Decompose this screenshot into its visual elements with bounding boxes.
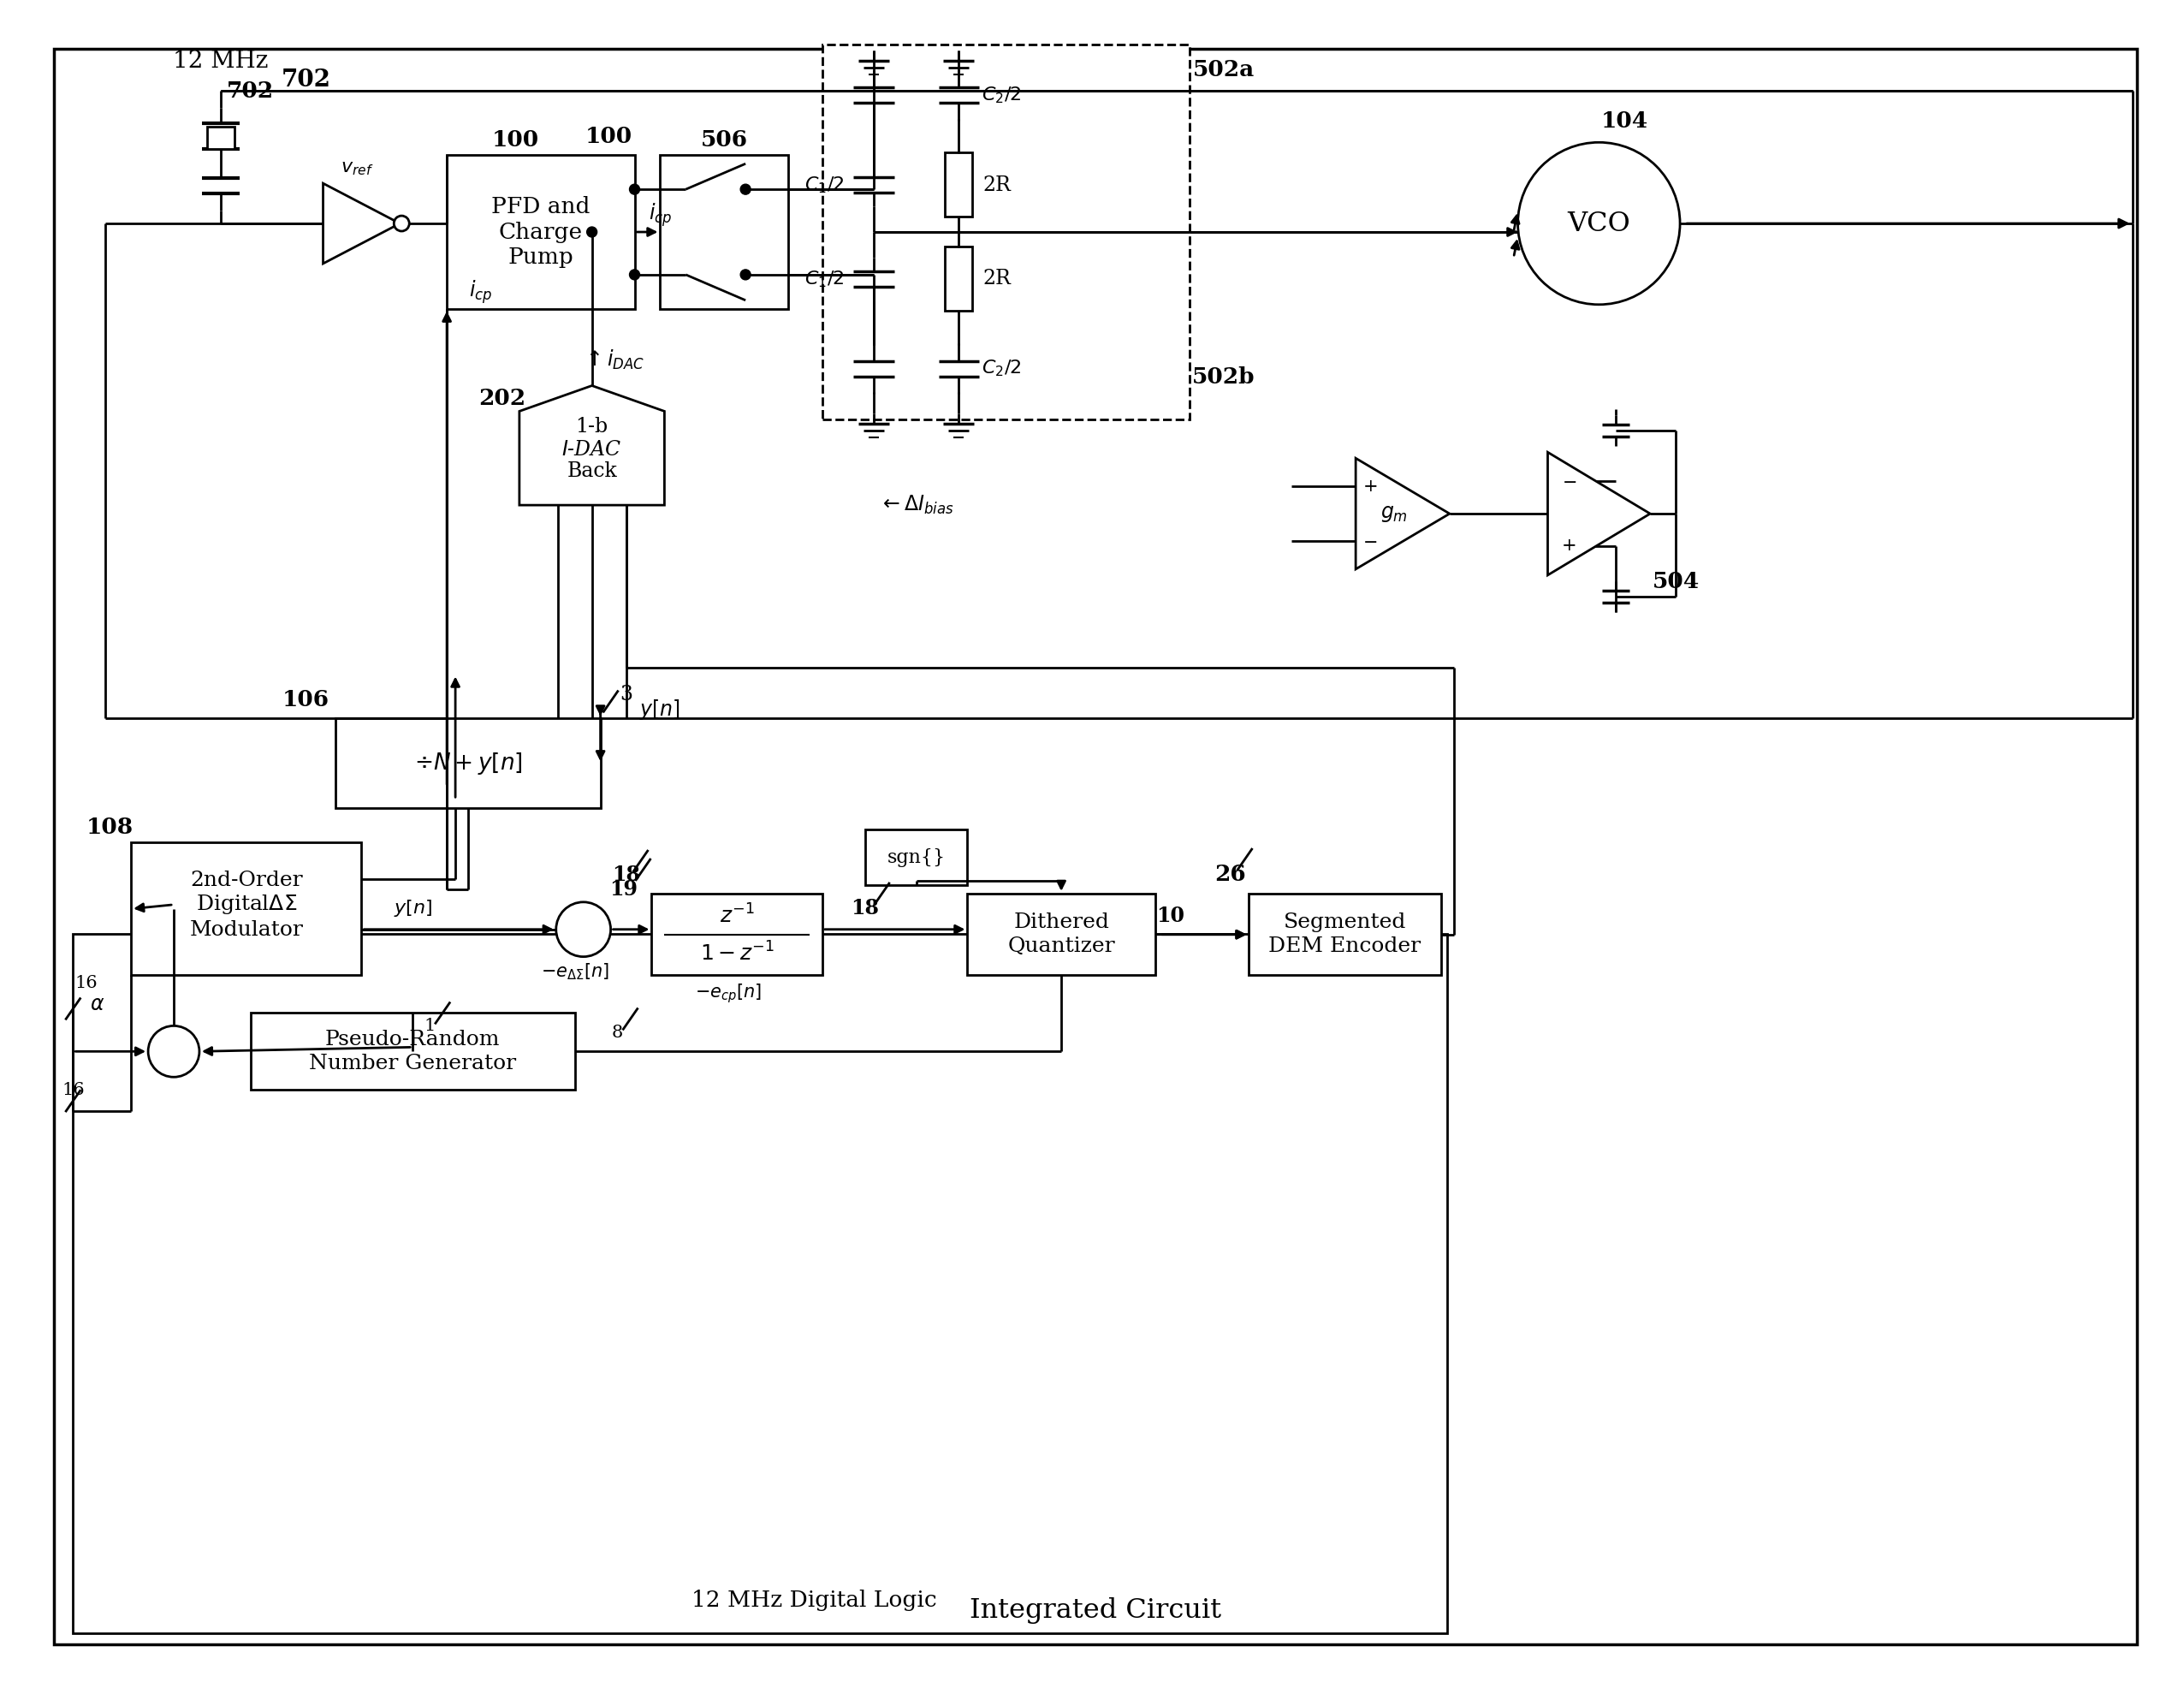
Text: Charge: Charge xyxy=(498,222,583,242)
Text: 506: 506 xyxy=(701,129,747,151)
Bar xyxy=(207,127,234,149)
Bar xyxy=(131,842,363,974)
Text: Dithered: Dithered xyxy=(1013,913,1109,932)
Text: Number Generator: Number Generator xyxy=(310,1054,515,1074)
Bar xyxy=(72,933,1448,1633)
Text: 504: 504 xyxy=(1651,571,1699,593)
Text: $\div N + y[n]$: $\div N + y[n]$ xyxy=(415,750,522,776)
Text: $z^{-1}$: $z^{-1}$ xyxy=(721,905,753,927)
Text: Integrated Circuit: Integrated Circuit xyxy=(970,1597,1221,1625)
Text: 10: 10 xyxy=(1155,905,1184,927)
Text: 2nd-Order: 2nd-Order xyxy=(190,871,304,891)
Text: $I$-DAC: $I$-DAC xyxy=(561,440,622,459)
Text: Digital$\Delta\Sigma$: Digital$\Delta\Sigma$ xyxy=(197,893,297,916)
Text: Quantizer: Quantizer xyxy=(1007,937,1116,957)
Circle shape xyxy=(629,185,640,195)
Text: 16: 16 xyxy=(74,976,98,991)
Text: Back: Back xyxy=(568,461,618,481)
Bar xyxy=(946,247,972,310)
Text: 104: 104 xyxy=(1601,110,1649,132)
Text: 3: 3 xyxy=(620,684,633,705)
Text: $C_1/2$: $C_1/2$ xyxy=(804,269,843,290)
Text: 702: 702 xyxy=(227,80,275,102)
Text: sgn{}: sgn{} xyxy=(887,849,946,867)
Bar xyxy=(946,152,972,217)
Text: 19: 19 xyxy=(609,879,638,900)
Circle shape xyxy=(1518,142,1679,305)
Circle shape xyxy=(740,269,751,280)
Text: $-$: $-$ xyxy=(1363,534,1378,549)
Text: 12 MHz Digital Logic: 12 MHz Digital Logic xyxy=(690,1589,937,1611)
Text: 18: 18 xyxy=(612,864,640,884)
Polygon shape xyxy=(520,386,664,505)
Text: 1-b: 1-b xyxy=(577,417,607,437)
Circle shape xyxy=(629,269,640,280)
Text: $C_2/2$: $C_2/2$ xyxy=(981,85,1022,105)
Polygon shape xyxy=(1548,452,1651,576)
Circle shape xyxy=(587,227,596,237)
Text: 8: 8 xyxy=(612,1025,622,1040)
Text: $g_m$: $g_m$ xyxy=(1380,503,1409,523)
Bar xyxy=(660,156,788,308)
Text: $C_1/2$: $C_1/2$ xyxy=(804,174,843,195)
Text: Segmented: Segmented xyxy=(1284,913,1406,932)
Text: 1: 1 xyxy=(424,1018,435,1033)
Circle shape xyxy=(740,185,751,195)
Text: 12 MHz: 12 MHz xyxy=(173,49,269,73)
Text: $v_{ref}$: $v_{ref}$ xyxy=(341,159,373,178)
Bar xyxy=(336,718,601,808)
Text: $-e_{\Delta\Sigma}[n]$: $-e_{\Delta\Sigma}[n]$ xyxy=(542,962,609,983)
Text: $\alpha$: $\alpha$ xyxy=(90,994,105,1015)
Bar xyxy=(448,156,636,308)
Bar xyxy=(1249,893,1441,974)
Text: VCO: VCO xyxy=(1568,210,1631,237)
Text: 106: 106 xyxy=(282,689,330,710)
Text: $i_{cp}$: $i_{cp}$ xyxy=(649,202,673,229)
Bar xyxy=(651,893,823,974)
Text: 502a: 502a xyxy=(1192,59,1254,81)
Text: 2R: 2R xyxy=(983,174,1011,195)
Polygon shape xyxy=(323,183,400,264)
Text: $C_2/2$: $C_2/2$ xyxy=(981,359,1022,379)
Text: 26: 26 xyxy=(1214,864,1245,886)
Bar xyxy=(865,830,968,884)
Text: $1-z^{-1}$: $1-z^{-1}$ xyxy=(699,942,773,966)
Circle shape xyxy=(393,215,408,230)
Text: Modulator: Modulator xyxy=(190,920,304,940)
Text: DEM Encoder: DEM Encoder xyxy=(1269,937,1422,957)
Text: Pump: Pump xyxy=(509,247,574,268)
Text: $-e_{cp}[n]$: $-e_{cp}[n]$ xyxy=(695,983,762,1005)
Circle shape xyxy=(149,1027,199,1077)
Text: $\uparrow i_{DAC}$: $\uparrow i_{DAC}$ xyxy=(581,349,644,371)
Text: 502b: 502b xyxy=(1192,366,1256,388)
Text: 100: 100 xyxy=(585,125,633,147)
Bar xyxy=(251,1013,574,1089)
Polygon shape xyxy=(1356,457,1450,569)
Text: 100: 100 xyxy=(491,129,539,151)
Bar xyxy=(968,893,1155,974)
Text: $i_{cp}$: $i_{cp}$ xyxy=(470,278,494,305)
Circle shape xyxy=(557,903,612,957)
Text: 108: 108 xyxy=(85,817,133,837)
Text: +: + xyxy=(1363,478,1378,495)
Text: Pseudo-Random: Pseudo-Random xyxy=(325,1030,500,1049)
Bar xyxy=(823,44,1190,420)
Text: 18: 18 xyxy=(852,898,880,918)
Text: $-$: $-$ xyxy=(1562,473,1577,490)
Text: $y[n]$: $y[n]$ xyxy=(640,698,681,722)
Text: $\leftarrow\Delta I_{bias}$: $\leftarrow\Delta I_{bias}$ xyxy=(878,495,954,517)
Text: $y[n]$: $y[n]$ xyxy=(393,898,432,918)
Text: 702: 702 xyxy=(282,68,330,91)
Text: 202: 202 xyxy=(478,388,526,410)
Text: +: + xyxy=(1562,539,1577,554)
Text: 2R: 2R xyxy=(983,269,1011,288)
Text: 16: 16 xyxy=(61,1082,85,1098)
Text: PFD and: PFD and xyxy=(491,197,590,217)
